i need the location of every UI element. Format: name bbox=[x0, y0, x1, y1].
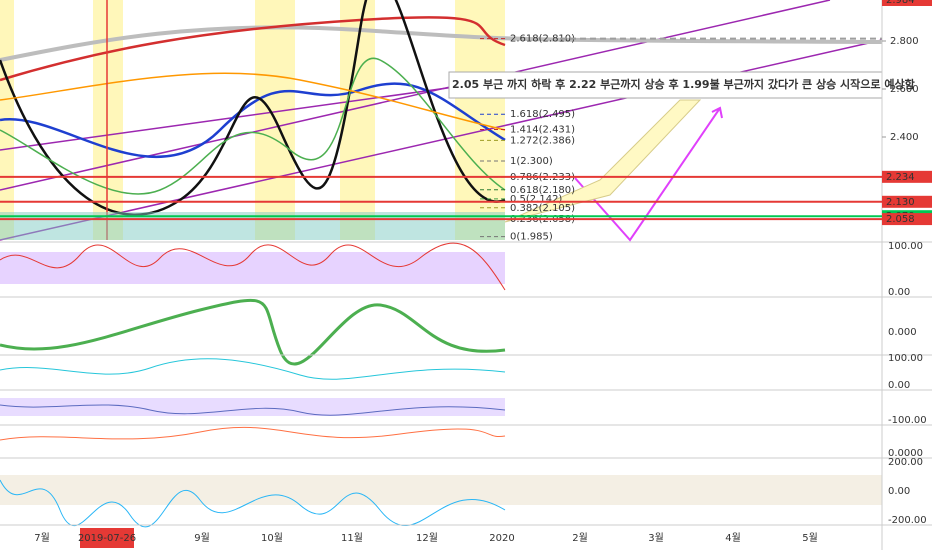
time-label: 2월 bbox=[572, 532, 588, 544]
time-label: 3월 bbox=[648, 532, 664, 544]
fib-label: 1(2.300) bbox=[510, 156, 553, 167]
fib-label: 0(1.985) bbox=[510, 232, 553, 243]
projection bbox=[504, 99, 702, 223]
top-tag-bg bbox=[882, 0, 932, 6]
fib-label: 2.618(2.810) bbox=[510, 34, 575, 45]
panel-axis-label: 0.00 bbox=[888, 380, 910, 391]
price-tag: 2.058 bbox=[886, 214, 915, 225]
price-tag-bg bbox=[882, 195, 932, 208]
fib-label: 1.618(2.495) bbox=[510, 109, 575, 120]
price-tick-label: 2.600 bbox=[890, 84, 919, 95]
panel-axis-label: 200.00 bbox=[888, 457, 923, 468]
fib-label: 1.414(2.431) bbox=[510, 125, 575, 136]
panel-axis-label: -100.00 bbox=[888, 415, 927, 426]
indicator-lines bbox=[0, 242, 506, 528]
panel-axis-label: -200.00 bbox=[888, 515, 927, 526]
arrow-head bbox=[711, 106, 723, 119]
top-tag: 2.984 bbox=[886, 0, 915, 6]
time-label: 10월 bbox=[261, 532, 283, 544]
annotation: 2.05 부근 까지 하락 후 2.22 부근까지 상승 후 1.99불 부근까… bbox=[452, 77, 915, 91]
time-label: 7월 bbox=[34, 532, 50, 544]
time-label: 12월 bbox=[416, 532, 438, 544]
rsi-band bbox=[0, 252, 505, 284]
fib-label: 0.5(2.142) bbox=[510, 194, 562, 205]
price-tag: 2.130 bbox=[886, 197, 915, 208]
panel-axis-label: 0.00 bbox=[888, 486, 910, 497]
time-label: 9월 bbox=[194, 532, 210, 544]
time-label: 2019-07-26 bbox=[78, 533, 136, 544]
time-label: 2020 bbox=[489, 533, 514, 544]
panel-axis-label: 100.00 bbox=[888, 241, 923, 252]
annotation-box bbox=[448, 71, 883, 99]
price-tag: 2.234 bbox=[886, 172, 915, 183]
time-label: 4월 bbox=[725, 532, 741, 544]
price-tick-label: 2.800 bbox=[890, 36, 919, 47]
osc-band bbox=[0, 475, 882, 505]
panel-axis-label: 0.0000 bbox=[888, 448, 923, 459]
panel-axis-label: 0.00 bbox=[888, 287, 910, 298]
price-tick-label: 2.400 bbox=[890, 132, 919, 143]
time-label: 11월 bbox=[341, 532, 363, 544]
panel-axis-label: 100.00 bbox=[888, 353, 923, 364]
fib-label: 0.382(2.105) bbox=[510, 203, 575, 214]
panel-axis-label: 0.000 bbox=[888, 327, 917, 338]
time-label: 5월 bbox=[802, 532, 818, 544]
date-tag-bg bbox=[80, 528, 134, 548]
fib-label: 0.618(2.180) bbox=[510, 185, 575, 196]
price-tag-bg bbox=[882, 170, 932, 183]
fib-label: 1.272(2.386) bbox=[510, 135, 575, 146]
price-tag-bg bbox=[882, 213, 932, 226]
